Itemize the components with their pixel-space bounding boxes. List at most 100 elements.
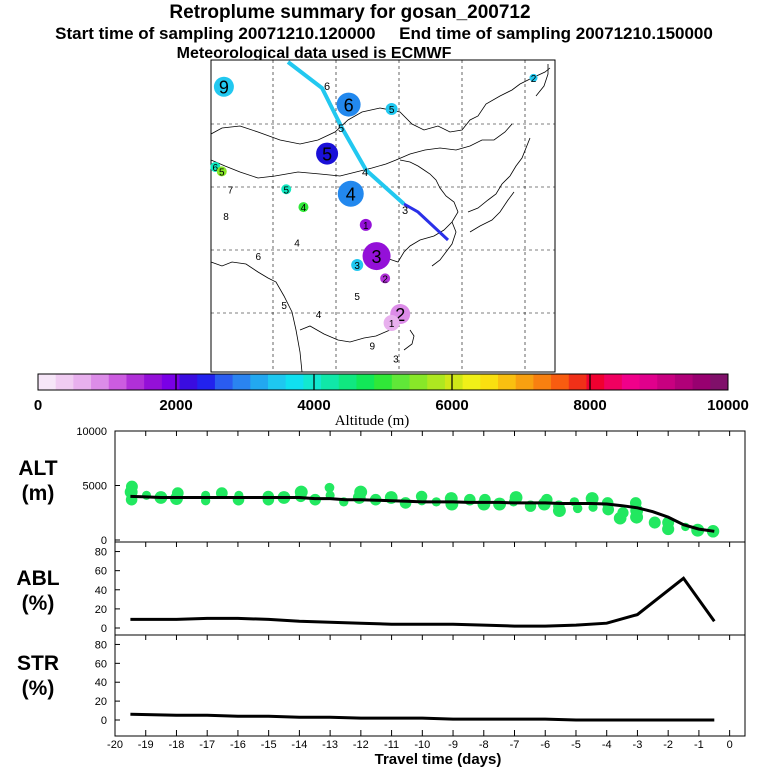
x-tick-label: -19 <box>138 739 154 751</box>
alt-point <box>649 517 661 529</box>
colorbar-cell <box>427 374 445 390</box>
x-axis: -20 -19 -18 -17 -16 -15 -14 -13 -12 -11 -10 -9 -8 -7-… <box>107 431 733 751</box>
colorbar: 0 2000 4000 6000 8000 10000 Altitude (m) <box>34 374 749 429</box>
colorbar-cell <box>604 374 622 390</box>
colorbar-cell <box>250 374 268 390</box>
traj-label-6: 6 <box>324 81 330 93</box>
x-tick-label: -10 <box>414 739 430 751</box>
str-label: STR <box>17 652 59 675</box>
time-series-panels: ALT (m) ABL (%) STR (%) 0500010000 02040… <box>16 426 745 768</box>
colorbar-cell <box>38 374 56 390</box>
retroplume-figure: 6 5 4 3 96 52546 57 548461332554 2193 0 2000 4… <box>0 0 768 768</box>
y-tick-label: 40 <box>95 585 107 597</box>
alt-point <box>354 486 367 499</box>
abl-line <box>130 578 714 626</box>
colorbar-cell <box>180 374 198 390</box>
x-tick-label: -20 <box>107 739 123 751</box>
colorbar-cell <box>339 374 357 390</box>
colorbar-cell <box>586 374 604 390</box>
alt-unit: (m) <box>22 482 55 505</box>
x-tick-label: -8 <box>479 739 489 751</box>
traj-label-5: 5 <box>338 123 344 135</box>
colorbar-cell <box>374 374 392 390</box>
alt-point <box>263 494 275 506</box>
alt-y-axis: 0 5000 10000 <box>76 426 120 547</box>
colorbar-cell <box>303 374 321 390</box>
str-path <box>130 714 714 720</box>
x-tick-label: -15 <box>261 739 277 751</box>
y-tick-label: 80 <box>95 547 107 559</box>
x-tick-label: -4 <box>602 739 612 751</box>
map-marker-label: 7 <box>228 185 234 196</box>
x-tick-label: -5 <box>571 739 581 751</box>
colorbar-cell <box>197 374 215 390</box>
traj-label-4: 4 <box>362 167 368 179</box>
map-marker-label: 5 <box>219 167 225 178</box>
abl-y-axis: 0 20 40 60 80 <box>95 547 120 635</box>
x-tick-label: -13 <box>322 739 338 751</box>
colorbar-cell <box>657 374 675 390</box>
colorbar-cell <box>109 374 127 390</box>
panels-frame <box>115 431 745 736</box>
colorbar-cell <box>233 374 251 390</box>
alt-point <box>126 481 138 493</box>
y-tick-label: 10000 <box>76 426 107 438</box>
colorbar-cell <box>356 374 374 390</box>
alt-point <box>570 497 579 506</box>
colorbar-cell <box>675 374 693 390</box>
map-marker-label: 3 <box>354 261 360 272</box>
colorbar-label: Altitude (m) <box>335 413 410 429</box>
map-marker-label: 6 <box>344 96 354 116</box>
map-marker-label: 8 <box>223 212 229 223</box>
colorbar-cell <box>215 374 233 390</box>
colorbar-cell <box>392 374 410 390</box>
y-tick-label: 0 <box>101 535 107 547</box>
map-marker-label: 4 <box>346 185 356 205</box>
map-marker-label: 9 <box>369 341 375 352</box>
alt-point <box>325 483 335 493</box>
x-tick-label: -12 <box>353 739 369 751</box>
map-marker-label: 5 <box>322 145 332 165</box>
map-marker-label: 2 <box>531 74 537 85</box>
x-tick-label: -17 <box>199 739 215 751</box>
map-marker-label: 1 <box>363 221 369 232</box>
x-tick-label: -16 <box>230 739 246 751</box>
colorbar-cell <box>710 374 728 390</box>
map-marker-label: 3 <box>393 355 399 366</box>
x-tick-label: -9 <box>448 739 458 751</box>
x-tick-label: -6 <box>540 739 550 751</box>
map-marker-label: 4 <box>294 239 300 250</box>
colorbar-tick-label: 8000 <box>573 397 606 414</box>
x-axis-label: Travel time (days) <box>375 751 502 768</box>
x-tick-label: -3 <box>633 739 643 751</box>
abl-path <box>130 578 714 626</box>
str-unit: (%) <box>22 677 55 700</box>
y-tick-label: 0 <box>101 623 107 635</box>
colorbar-cell <box>463 374 481 390</box>
x-tick-label: -7 <box>510 739 520 751</box>
map-marker-label: 6 <box>256 252 262 263</box>
colorbar-tick-label: 10000 <box>707 397 749 414</box>
colorbar-tick-label: 2000 <box>159 397 192 414</box>
colorbar-cell <box>445 374 463 390</box>
alt-point <box>400 497 412 509</box>
colorbar-cell <box>640 374 658 390</box>
y-tick-label: 5000 <box>83 481 107 493</box>
colorbar-cell <box>533 374 551 390</box>
map-marker-label: 2 <box>382 274 388 285</box>
colorbar-cell <box>91 374 109 390</box>
colorbar-cell <box>410 374 428 390</box>
y-tick-label: 60 <box>95 566 107 578</box>
y-tick-label: 40 <box>95 677 107 689</box>
map-marker-label: 5 <box>281 301 287 312</box>
colorbar-cell <box>73 374 91 390</box>
alt-label: ALT <box>18 457 57 480</box>
map-marker-label: 3 <box>372 247 382 267</box>
colorbar-cell <box>268 374 286 390</box>
map-marker-label: 9 <box>219 78 229 98</box>
map-marker-label: 5 <box>283 185 289 196</box>
colorbar-cell <box>551 374 569 390</box>
colorbar-cell <box>162 374 180 390</box>
colorbar-cell <box>622 374 640 390</box>
colorbar-cell <box>286 374 304 390</box>
